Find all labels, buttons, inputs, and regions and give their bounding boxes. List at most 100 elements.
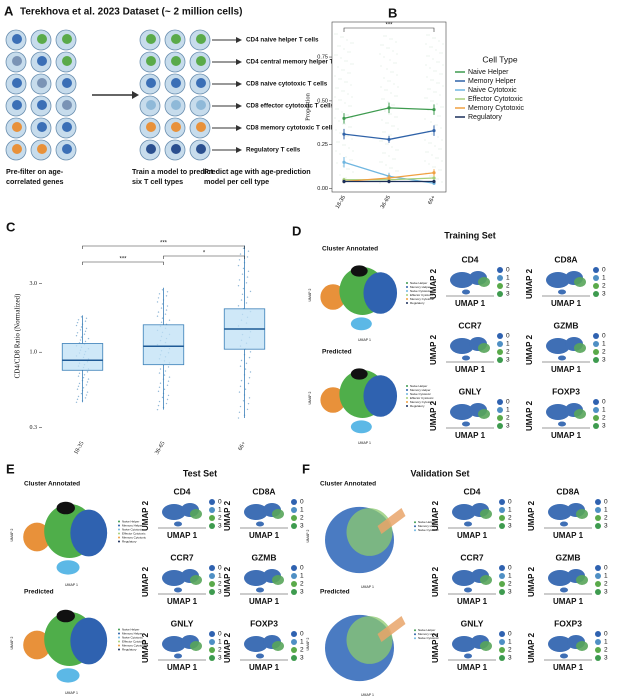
jitter-dot (440, 169, 442, 171)
nucleus (12, 100, 22, 110)
gene-label: GZMB (251, 552, 276, 562)
expression-blob (546, 338, 570, 354)
gene-label: CD8A (554, 254, 577, 264)
legend-label: Memory Cytotoxic (410, 297, 435, 301)
jitter-dot (432, 100, 434, 102)
jitter-dot (393, 125, 395, 127)
jitter-dot (351, 138, 353, 140)
jitter-dot (335, 150, 337, 152)
axis-label: UMAP 2 (431, 566, 440, 597)
axis-label: UMAP 2 (10, 528, 14, 541)
jitter-dot (425, 43, 427, 45)
legend-label: Regulatory (122, 647, 137, 651)
jitter-dot (392, 71, 394, 73)
jitter-dot (166, 291, 169, 293)
jitter-dot (431, 133, 433, 135)
legend-dot (291, 573, 297, 579)
jitter-dot (344, 60, 346, 62)
expression-blob (272, 641, 284, 651)
jitter-dot (349, 51, 351, 53)
legend-label: Naive Helper (122, 627, 139, 631)
axis-label: UMAP 2 (429, 400, 438, 431)
nucleus (62, 34, 72, 44)
legend-label: Naive Cytotoxic (418, 636, 439, 640)
expression-blob (174, 653, 182, 659)
jitter-dot (157, 311, 160, 313)
jitter-dot (385, 143, 387, 145)
cell-type-label: CD8 memory cytotoxic T cells (246, 125, 336, 132)
legend-dot (497, 341, 503, 347)
legend-dot (406, 302, 408, 304)
legend-dot (406, 294, 408, 296)
jitter-dot (337, 108, 339, 110)
nucleus (37, 100, 47, 110)
jitter-dot (433, 91, 435, 93)
jitter-dot (381, 119, 383, 121)
jitter-dot (344, 123, 346, 125)
jitter-dot (387, 101, 389, 103)
axis-label: UMAP 1 (167, 597, 198, 606)
jitter-dot (432, 58, 434, 60)
expression-blob (272, 509, 284, 519)
panel-letter: A (4, 3, 14, 18)
jitter-dot (75, 324, 78, 327)
legend-dot (209, 647, 215, 653)
y-tick-label: 3.0 (30, 281, 38, 287)
jitter-dot (248, 397, 251, 399)
arrow-head (132, 91, 139, 99)
legend-dot (291, 631, 297, 637)
umap-view-title: Cluster Annotated (322, 246, 378, 253)
jitter-dot (349, 159, 351, 161)
jitter-dot (336, 54, 338, 56)
jitter-dot (337, 87, 339, 89)
jitter-dot (391, 38, 393, 40)
jitter-dot (387, 122, 389, 124)
jitter-dot (350, 126, 352, 128)
jitter-dot (237, 305, 240, 307)
legend-dot (406, 401, 408, 403)
legend-dot (499, 655, 505, 661)
jitter-dot (339, 153, 341, 155)
point (432, 176, 436, 180)
jitter-dot (387, 143, 389, 145)
legend-label: Memory Cytotoxic (468, 105, 525, 112)
jitter-dot (396, 74, 398, 76)
cluster-blob (23, 522, 51, 552)
jitter-dot (426, 76, 428, 78)
jitter-dot (335, 108, 337, 110)
expression-blob (560, 653, 568, 659)
jitter-dot (244, 388, 247, 390)
arrow-head (236, 37, 242, 43)
legend-label: 2 (506, 283, 510, 290)
expression-blob (174, 521, 182, 527)
axis-label: UMAP 1 (167, 531, 198, 540)
jitter-dot (83, 374, 86, 376)
expression-blob (478, 343, 490, 353)
jitter-dot (424, 139, 426, 141)
jitter-dot (335, 129, 337, 131)
legend-label: 3 (508, 523, 512, 530)
jitter-dot (247, 382, 250, 385)
set-title: Test Set (183, 468, 217, 478)
jitter-dot (381, 161, 383, 163)
legend-label: 3 (602, 291, 606, 298)
jitter-dot (389, 167, 391, 169)
jitter-dot (386, 68, 388, 70)
expression-blob (560, 521, 568, 527)
legend-dot (406, 282, 408, 284)
jitter-dot (343, 48, 345, 50)
legend-dot (209, 655, 215, 661)
gene-label: GNLY (171, 618, 194, 628)
jitter-dot (435, 49, 437, 51)
jitter-dot (352, 63, 354, 65)
nucleus (37, 56, 47, 66)
jitter-dot (390, 113, 392, 115)
nucleus (12, 144, 22, 154)
jitter-dot (435, 178, 437, 180)
legend-dot (593, 341, 599, 347)
legend-label: 0 (508, 631, 512, 638)
legend-label: Naive Helper (410, 281, 427, 285)
axis-label: UMAP 2 (429, 268, 438, 299)
jitter-dot (159, 382, 162, 384)
legend-dot (595, 515, 601, 521)
